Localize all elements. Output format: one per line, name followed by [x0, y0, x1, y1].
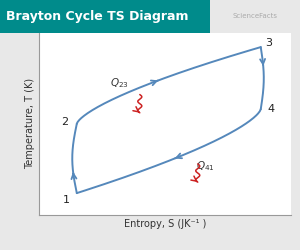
Text: 2: 2	[61, 117, 68, 127]
Y-axis label: Temperature, T (K): Temperature, T (K)	[25, 78, 35, 169]
Text: $Q_{23}$: $Q_{23}$	[110, 77, 129, 90]
Text: $Q_{41}$: $Q_{41}$	[196, 159, 215, 172]
Text: ScienceFacts: ScienceFacts	[232, 13, 278, 19]
Text: 3: 3	[265, 38, 272, 48]
FancyBboxPatch shape	[0, 0, 210, 32]
X-axis label: Entropy, S (JK⁻¹ ): Entropy, S (JK⁻¹ )	[124, 219, 206, 229]
Text: 4: 4	[267, 104, 274, 114]
Text: Brayton Cycle TS Diagram: Brayton Cycle TS Diagram	[6, 10, 189, 23]
Text: 1: 1	[63, 196, 70, 205]
